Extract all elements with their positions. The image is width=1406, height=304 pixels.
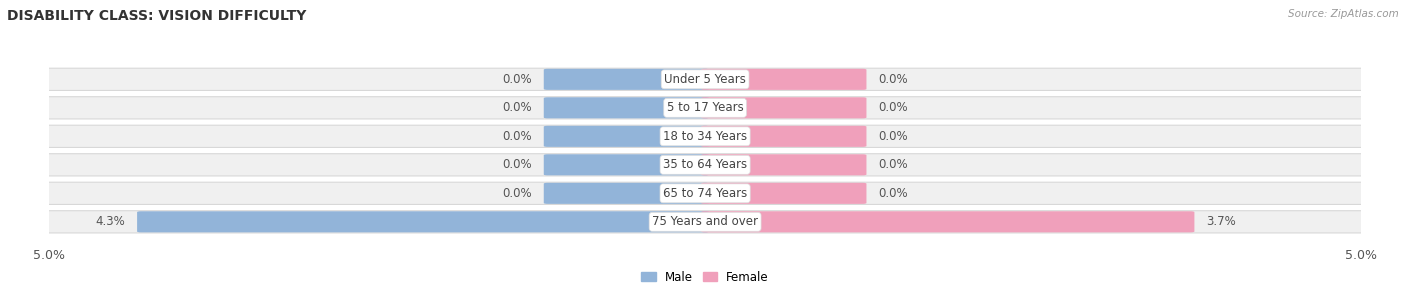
Text: 35 to 64 Years: 35 to 64 Years <box>664 158 747 171</box>
Text: 3.7%: 3.7% <box>1206 215 1236 228</box>
Text: 0.0%: 0.0% <box>879 158 908 171</box>
FancyBboxPatch shape <box>702 97 866 118</box>
Text: 0.0%: 0.0% <box>502 130 531 143</box>
Text: 65 to 74 Years: 65 to 74 Years <box>664 187 747 200</box>
FancyBboxPatch shape <box>544 97 709 118</box>
FancyBboxPatch shape <box>37 125 1374 147</box>
FancyBboxPatch shape <box>37 182 1374 205</box>
Text: 0.0%: 0.0% <box>502 73 531 86</box>
FancyBboxPatch shape <box>37 154 1374 176</box>
Text: 5 to 17 Years: 5 to 17 Years <box>666 101 744 114</box>
Text: 0.0%: 0.0% <box>879 130 908 143</box>
FancyBboxPatch shape <box>37 211 1374 233</box>
Text: 0.0%: 0.0% <box>502 101 531 114</box>
Text: Under 5 Years: Under 5 Years <box>664 73 747 86</box>
Text: DISABILITY CLASS: VISION DIFFICULTY: DISABILITY CLASS: VISION DIFFICULTY <box>7 9 307 23</box>
FancyBboxPatch shape <box>37 97 1374 119</box>
FancyBboxPatch shape <box>702 211 1195 232</box>
Text: 0.0%: 0.0% <box>502 158 531 171</box>
FancyBboxPatch shape <box>37 68 1374 91</box>
Text: 0.0%: 0.0% <box>879 73 908 86</box>
FancyBboxPatch shape <box>702 126 866 147</box>
FancyBboxPatch shape <box>544 183 709 204</box>
FancyBboxPatch shape <box>702 154 866 175</box>
FancyBboxPatch shape <box>544 154 709 175</box>
Text: Source: ZipAtlas.com: Source: ZipAtlas.com <box>1288 9 1399 19</box>
FancyBboxPatch shape <box>544 69 709 90</box>
Text: 18 to 34 Years: 18 to 34 Years <box>664 130 747 143</box>
FancyBboxPatch shape <box>544 126 709 147</box>
FancyBboxPatch shape <box>702 69 866 90</box>
FancyBboxPatch shape <box>702 183 866 204</box>
Text: 75 Years and over: 75 Years and over <box>652 215 758 228</box>
FancyBboxPatch shape <box>138 211 709 232</box>
Text: 0.0%: 0.0% <box>502 187 531 200</box>
Text: 0.0%: 0.0% <box>879 187 908 200</box>
Text: 0.0%: 0.0% <box>879 101 908 114</box>
Legend: Male, Female: Male, Female <box>637 266 773 288</box>
Text: 4.3%: 4.3% <box>96 215 125 228</box>
